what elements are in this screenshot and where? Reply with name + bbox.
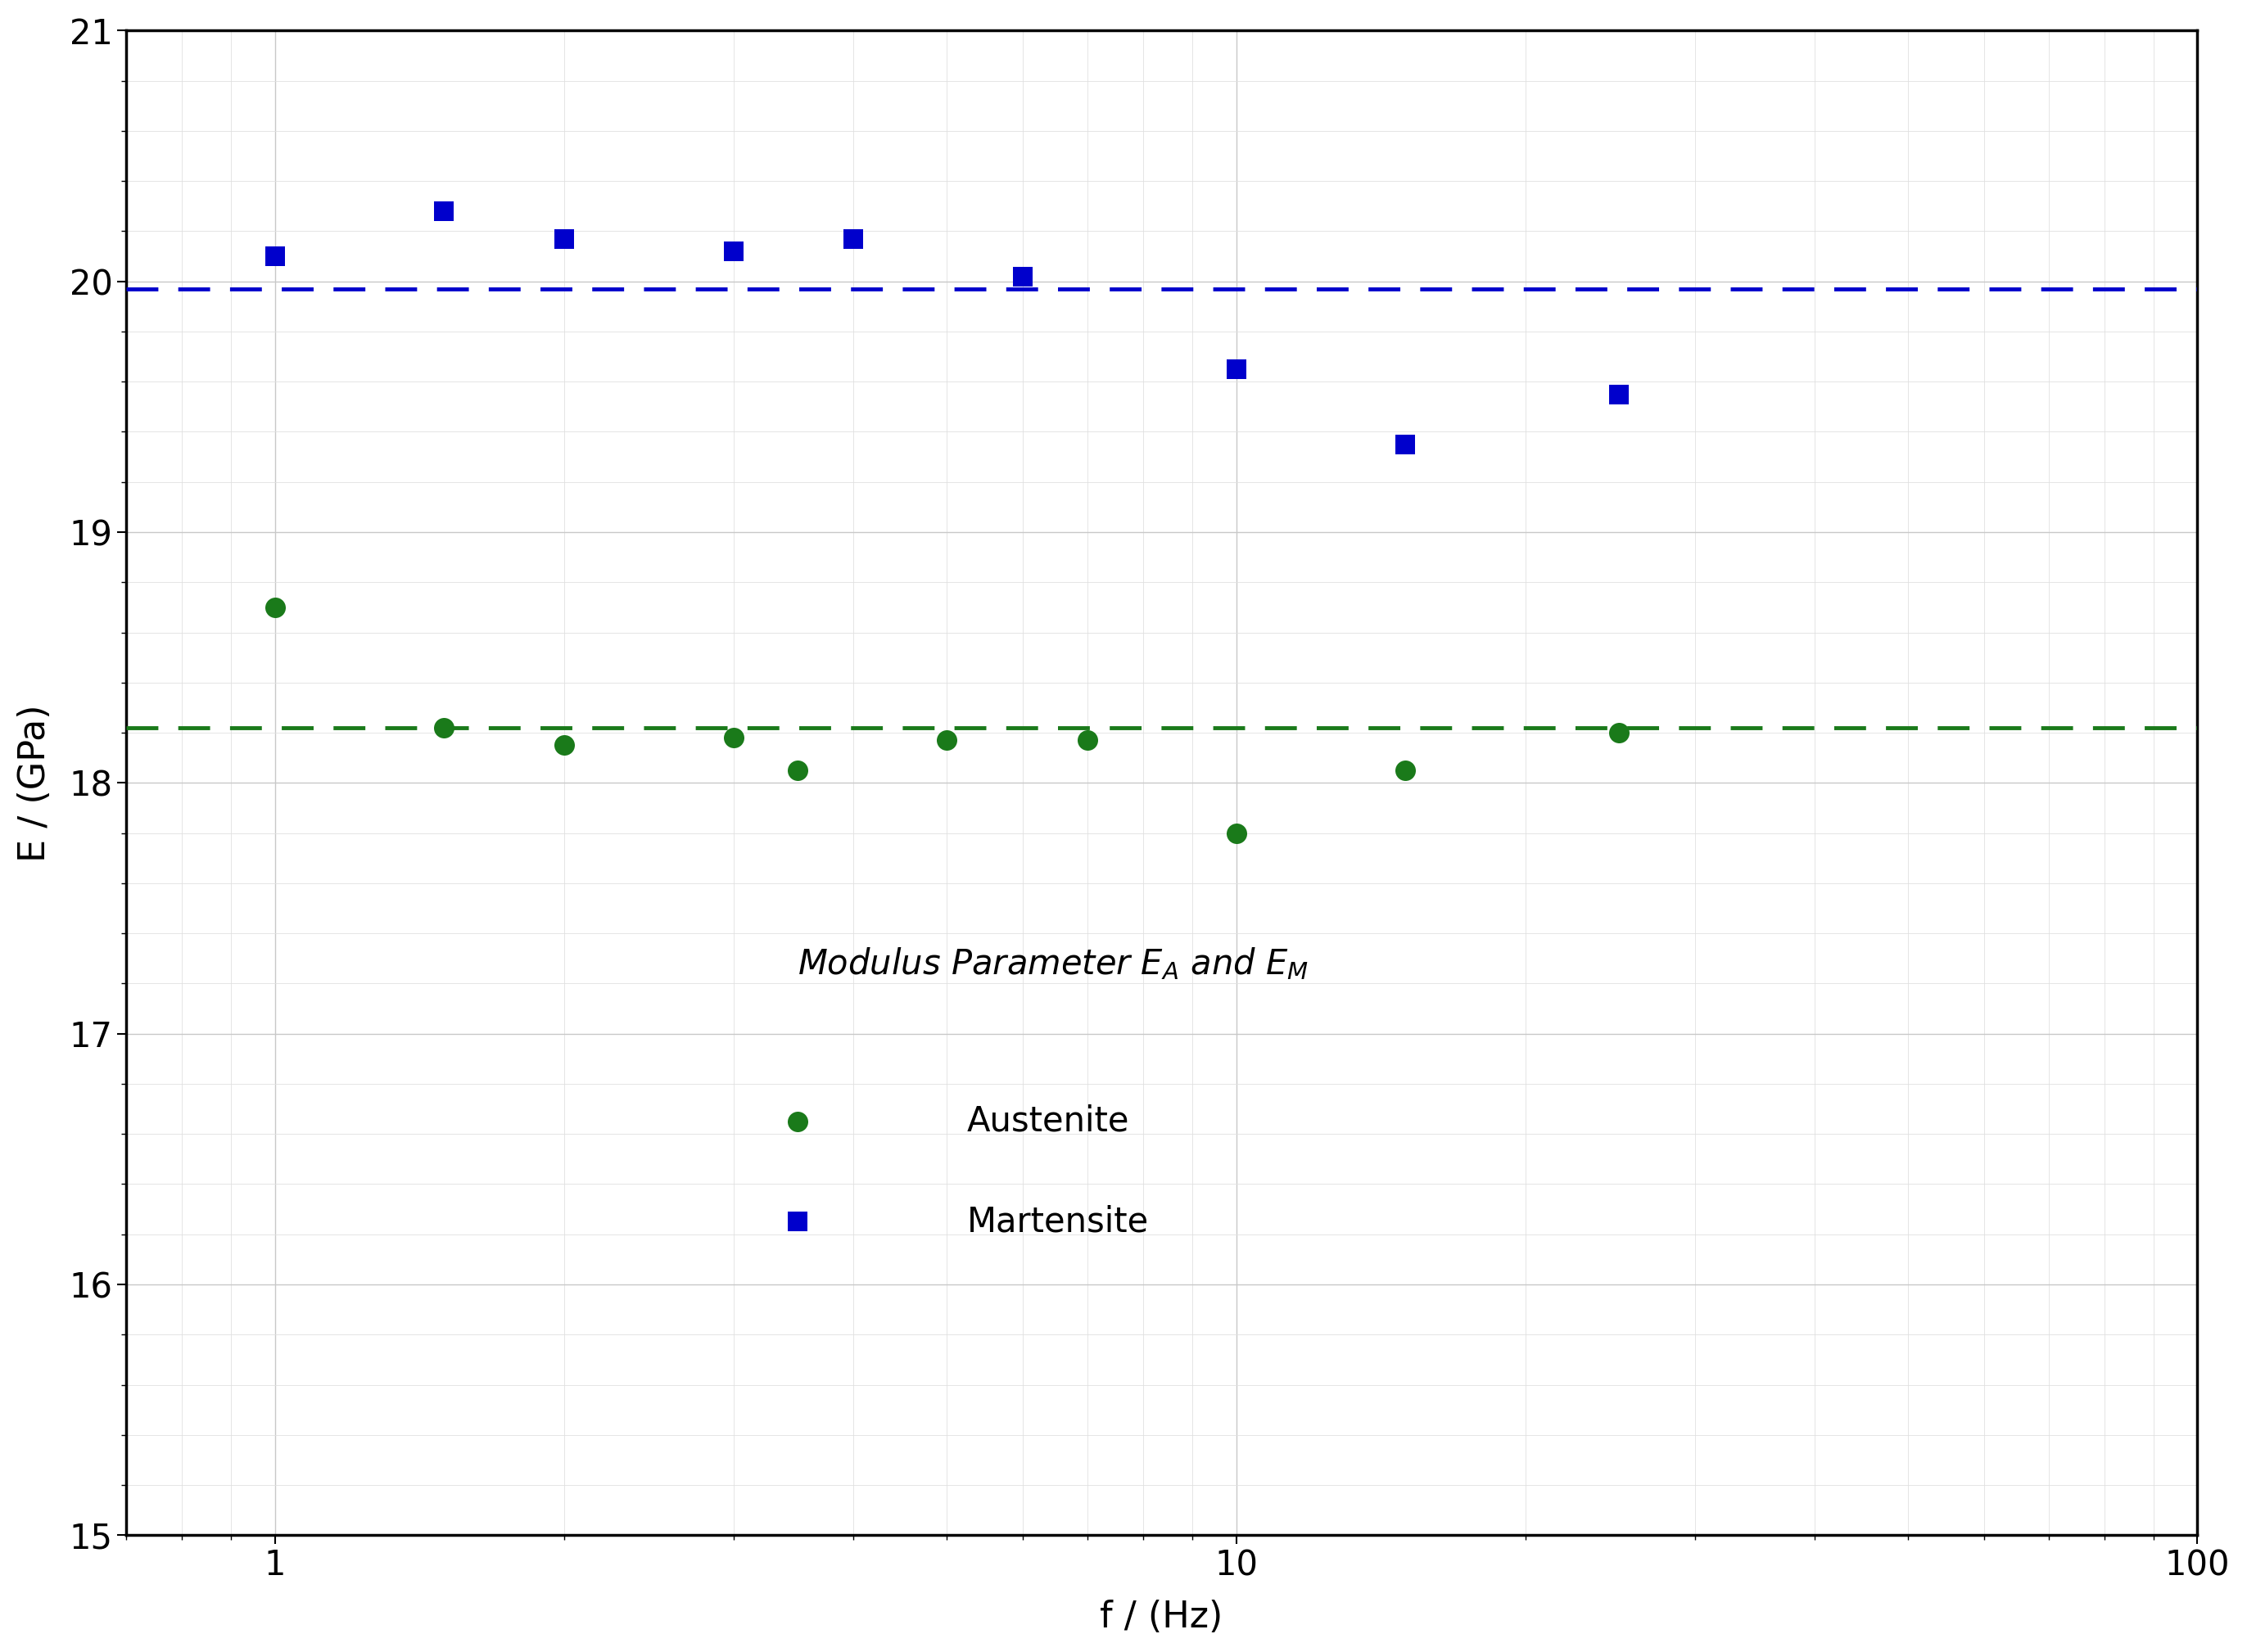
- Martensite: [431, 202, 458, 221]
- Austenite: [431, 719, 458, 738]
- Martensite: [1604, 385, 1631, 405]
- Martensite: [551, 228, 577, 248]
- Martensite: [1222, 358, 1249, 378]
- Austenite: [1222, 823, 1249, 843]
- Austenite: [719, 729, 746, 748]
- Austenite: [1391, 760, 1418, 780]
- Y-axis label: E / (GPa): E / (GPa): [18, 704, 52, 862]
- Austenite: [551, 735, 577, 755]
- Austenite: [784, 760, 811, 780]
- Austenite: [933, 730, 959, 750]
- Text: Austenite: Austenite: [966, 1104, 1130, 1138]
- Text: $\mathit{Modulus\ Parameter}$ $E_\mathit{A}$ $\mathit{and}$ $E_\mathit{M}$: $\mathit{Modulus\ Parameter}$ $E_\mathit…: [798, 945, 1308, 981]
- Martensite: [1391, 434, 1418, 454]
- Martensite: [1009, 266, 1036, 286]
- Martensite: [840, 228, 867, 248]
- Martensite: [719, 241, 746, 261]
- Austenite: [261, 598, 288, 618]
- Line: Martensite: Martensite: [265, 202, 1629, 454]
- Text: Martensite: Martensite: [966, 1204, 1148, 1239]
- Line: Austenite: Austenite: [265, 596, 1629, 843]
- Martensite: [261, 246, 288, 266]
- Austenite: [1604, 724, 1631, 743]
- Austenite: [1074, 730, 1101, 750]
- X-axis label: f / (Hz): f / (Hz): [1101, 1599, 1222, 1635]
